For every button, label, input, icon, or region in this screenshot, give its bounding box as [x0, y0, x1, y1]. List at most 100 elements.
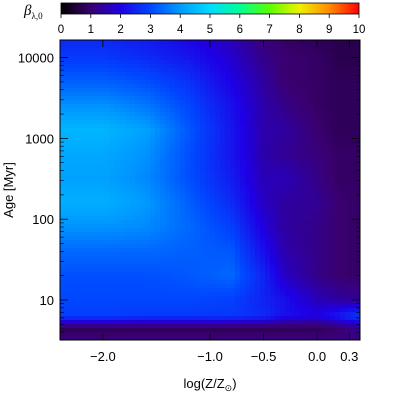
- heatmap-cell: [350, 176, 356, 181]
- heatmap-cell: [275, 88, 281, 93]
- heatmap-cell: [75, 140, 81, 145]
- heatmap-cell: [310, 72, 316, 77]
- heatmap-cell: [320, 148, 326, 153]
- heatmap-cell: [265, 104, 271, 109]
- heatmap-cell: [215, 216, 221, 221]
- heatmap-cell: [205, 204, 211, 209]
- heatmap-cell: [235, 188, 241, 193]
- heatmap-cell: [130, 292, 136, 297]
- heatmap-cell: [280, 252, 286, 257]
- heatmap-cell: [255, 164, 261, 169]
- heatmap-cell: [90, 332, 96, 337]
- heatmap-cell: [340, 268, 346, 273]
- heatmap-cell: [75, 176, 81, 181]
- heatmap-cell: [125, 140, 131, 145]
- heatmap-cell: [120, 60, 126, 65]
- heatmap-cell: [335, 228, 341, 233]
- heatmap-cell: [345, 224, 351, 229]
- heatmap-cell: [275, 116, 281, 121]
- heatmap-cell: [230, 264, 236, 269]
- heatmap-cell: [245, 276, 251, 281]
- heatmap-cell: [115, 200, 121, 205]
- heatmap-cell: [170, 148, 176, 153]
- heatmap-cell: [100, 108, 106, 113]
- heatmap-cell: [195, 212, 201, 217]
- heatmap-cell: [150, 184, 156, 189]
- heatmap-cell: [210, 132, 216, 137]
- heatmap-cell: [195, 100, 201, 105]
- heatmap-cell: [185, 268, 191, 273]
- heatmap-cell: [305, 240, 311, 245]
- heatmap-cell: [280, 40, 286, 45]
- heatmap-cell: [165, 304, 171, 309]
- heatmap-cell: [305, 216, 311, 221]
- heatmap-cell: [230, 268, 236, 273]
- heatmap-cell: [195, 232, 201, 237]
- heatmap-cell: [225, 80, 231, 85]
- heatmap-cell: [210, 116, 216, 121]
- heatmap-cell: [270, 220, 276, 225]
- heatmap-cell: [155, 108, 161, 113]
- heatmap-cell: [275, 52, 281, 57]
- heatmap-cell: [215, 288, 221, 293]
- heatmap-cell: [260, 292, 266, 297]
- heatmap-cell: [145, 216, 151, 221]
- heatmap-cell: [330, 304, 336, 309]
- heatmap-cell: [160, 88, 166, 93]
- heatmap-cell: [150, 232, 156, 237]
- heatmap-cell: [225, 144, 231, 149]
- heatmap-cell: [290, 92, 296, 97]
- heatmap-cell: [295, 288, 301, 293]
- heatmap-cell: [245, 40, 251, 45]
- heatmap-cell: [195, 332, 201, 337]
- heatmap-cell: [260, 148, 266, 153]
- heatmap-cell: [145, 40, 151, 45]
- heatmap-cell: [100, 320, 106, 325]
- heatmap-cell: [120, 288, 126, 293]
- heatmap-cell: [200, 268, 206, 273]
- heatmap-cell: [325, 104, 331, 109]
- heatmap-cell: [70, 64, 76, 69]
- heatmap-cell: [120, 240, 126, 245]
- heatmap-cell: [255, 64, 261, 69]
- heatmap-cell: [95, 208, 101, 213]
- heatmap-cell: [175, 284, 181, 289]
- heatmap-cell: [250, 124, 256, 129]
- heatmap-cell: [125, 300, 131, 305]
- heatmap-cell: [130, 44, 136, 49]
- heatmap-cell: [140, 184, 146, 189]
- heatmap-cell: [210, 320, 216, 325]
- heatmap-cell: [130, 264, 136, 269]
- heatmap-cell: [310, 128, 316, 133]
- heatmap-cell: [310, 236, 316, 241]
- heatmap-cell: [350, 120, 356, 125]
- heatmap-cell: [295, 156, 301, 161]
- heatmap-cell: [270, 288, 276, 293]
- heatmap-cell: [140, 284, 146, 289]
- heatmap-cell: [200, 84, 206, 89]
- heatmap-cell: [195, 236, 201, 241]
- heatmap-cell: [315, 232, 321, 237]
- heatmap-cell: [200, 104, 206, 109]
- heatmap-cell: [195, 84, 201, 89]
- heatmap-cell: [60, 228, 66, 233]
- heatmap-cell: [170, 40, 176, 45]
- heatmap-cell: [300, 60, 306, 65]
- heatmap-cell: [90, 180, 96, 185]
- heatmap-cell: [190, 192, 196, 197]
- heatmap-cell: [70, 252, 76, 257]
- heatmap-cell: [200, 164, 206, 169]
- heatmap-cell: [275, 172, 281, 177]
- heatmap-cell: [120, 56, 126, 61]
- heatmap-cell: [250, 172, 256, 177]
- heatmap-cell: [215, 60, 221, 65]
- heatmap-cell: [305, 112, 311, 117]
- heatmap-cell: [100, 64, 106, 69]
- heatmap-cell: [140, 256, 146, 261]
- heatmap-cell: [310, 96, 316, 101]
- heatmap-cell: [245, 308, 251, 313]
- heatmap-cell: [60, 116, 66, 121]
- heatmap-cell: [305, 280, 311, 285]
- heatmap-cell: [150, 156, 156, 161]
- heatmap-cell: [70, 268, 76, 273]
